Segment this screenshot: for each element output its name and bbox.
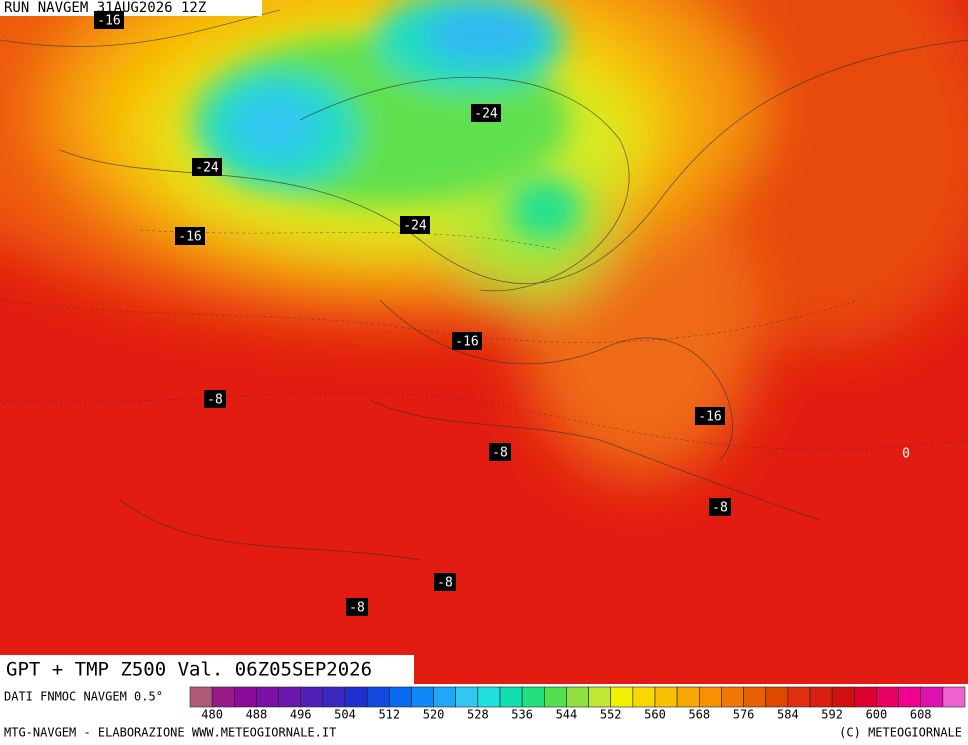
colorbar-swatch [211, 686, 235, 708]
contour-label: -8 [712, 501, 728, 516]
colorbar-tick-label: 584 [777, 708, 799, 722]
run-header: RUN NAVGEM 31AUG2026 12Z [4, 0, 206, 16]
colorbar-swatch [743, 686, 767, 708]
colorbar-tick-label: 512 [378, 708, 400, 722]
colorbar-swatch [411, 686, 434, 708]
contour-label: -16 [455, 335, 478, 350]
colorbar-swatch [853, 686, 877, 708]
contour-label-bg [94, 11, 124, 29]
colorbar-tick-label: 480 [201, 708, 223, 722]
colorbar-swatch [566, 686, 589, 708]
colorbar-swatch [322, 686, 346, 708]
field [0, 0, 968, 684]
colorbar-tick-label: 496 [290, 708, 312, 722]
title-bg [0, 655, 414, 684]
colorbar-swatch [366, 686, 390, 708]
contour-label-bg [175, 227, 205, 245]
contour-label-bg [452, 332, 482, 350]
colorbar-tick-label: 600 [866, 708, 888, 722]
colorbar-tick-label: 576 [733, 708, 755, 722]
colorbar-swatch [831, 686, 855, 708]
colorbar-swatch [698, 686, 722, 708]
contour-label-bg [695, 407, 725, 425]
colorbar-tick-label: 608 [910, 708, 932, 722]
contour-label-bg [192, 158, 222, 176]
colorbar-swatch [256, 686, 279, 708]
colorbar-tick-label: 536 [511, 708, 533, 722]
colorbar-swatch [477, 686, 501, 708]
contour-label-bg [400, 216, 430, 234]
colorbar-swatch [654, 686, 678, 708]
colorbar-swatch [942, 686, 966, 708]
colorbar-swatch [278, 686, 302, 708]
data-source: DATI FNMOC NAVGEM 0.5° [4, 690, 163, 704]
colorbar-tick-label: 568 [688, 708, 710, 722]
colorbar-swatch [765, 686, 789, 708]
colorbar-swatch [920, 686, 944, 708]
colorbar-tick-label: 488 [246, 708, 268, 722]
map-title: GPT + TMP Z500 Val. 06Z05SEP2026 [6, 659, 372, 681]
colorbar-swatch [300, 686, 324, 708]
colorbar-swatch [898, 686, 922, 708]
colorbar-swatch [610, 686, 634, 708]
colorbar-swatch [189, 686, 213, 708]
contour-label-bg [346, 598, 368, 616]
colorbar-tick-label: 592 [821, 708, 843, 722]
colorbar-swatch [233, 686, 257, 708]
contour-label-bg [489, 443, 511, 461]
colorbar-swatch [876, 686, 899, 708]
colorbar-tick-label: 504 [334, 708, 356, 722]
header-bg [0, 0, 262, 16]
colorbar-swatch [809, 686, 833, 708]
contour-label: 0 [902, 447, 910, 462]
colorbar-swatch [787, 686, 811, 708]
contour-label-bg [471, 104, 501, 122]
contour-label: -16 [97, 14, 120, 29]
contour-label-bg [434, 573, 456, 591]
colorbar-swatch [676, 686, 700, 708]
colorbar-swatch [521, 686, 545, 708]
contour-label: -24 [195, 161, 219, 176]
colorbar-tick-label: 528 [467, 708, 489, 722]
contour-label-bg [709, 498, 731, 516]
colorbar-tick-label: 544 [556, 708, 578, 722]
colorbar-swatch [388, 686, 412, 708]
colorbar-tick-label: 552 [600, 708, 622, 722]
contour-label: -8 [492, 446, 508, 461]
contour-label: -24 [474, 107, 498, 122]
contour-label-bg [204, 390, 226, 408]
contour-label: -16 [698, 410, 721, 425]
colorbar-swatch [499, 686, 523, 708]
contour-label: -16 [178, 230, 201, 245]
colorbar-swatch [721, 686, 744, 708]
contour-label: -8 [207, 393, 223, 408]
contour-label: -24 [403, 219, 427, 234]
colorbar-swatch [433, 686, 457, 708]
footer-copyright: (C) METEOGIORNALE [839, 726, 962, 740]
colorbar-swatch [344, 686, 368, 708]
colorbar-swatch [632, 686, 656, 708]
colorbar-tick-label: 560 [644, 708, 666, 722]
contour-label: -8 [437, 576, 453, 591]
colorbar-swatch [455, 686, 479, 708]
contour-label: -8 [349, 601, 365, 616]
colorbar-swatch [543, 686, 567, 708]
colorbar-swatch [588, 686, 612, 708]
footer-credit: MTG-NAVGEM - ELABORAZIONE WWW.METEOGIORN… [4, 726, 336, 740]
colorbar-tick-label: 520 [423, 708, 445, 722]
